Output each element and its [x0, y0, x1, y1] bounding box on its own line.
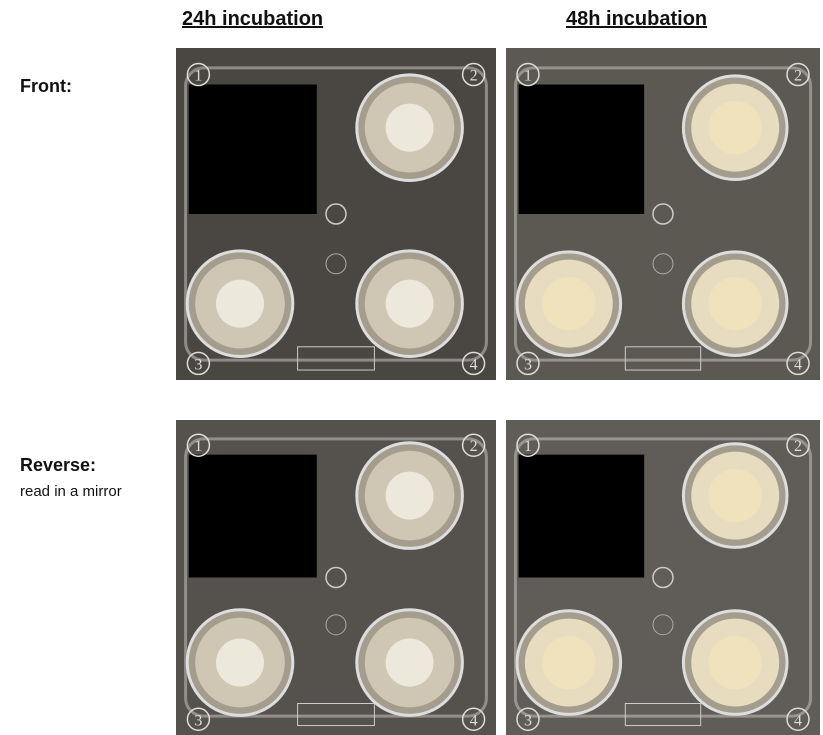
- colony: [216, 638, 264, 687]
- colony: [385, 471, 434, 520]
- small-port: [652, 253, 674, 275]
- well-number: 4: [470, 356, 478, 373]
- colony: [216, 279, 264, 328]
- well-number-ring: [786, 351, 810, 376]
- well-number-ring: [516, 433, 540, 457]
- small-port: [325, 253, 347, 275]
- well-number-ring: [186, 62, 211, 87]
- plate-frame: [184, 66, 488, 362]
- logo: [624, 703, 702, 727]
- well-number: 1: [524, 438, 532, 455]
- colony: [542, 276, 596, 331]
- colony: [385, 638, 434, 687]
- logo: [297, 346, 375, 371]
- well-number-ring: [461, 433, 486, 457]
- colony: [708, 468, 762, 523]
- colony: [708, 635, 762, 690]
- colony: [708, 100, 762, 155]
- well-number: 1: [194, 438, 202, 455]
- well-number-ring: [516, 62, 540, 87]
- well-number: 4: [470, 712, 478, 729]
- small-port: [325, 614, 347, 636]
- well-number: 2: [794, 68, 802, 85]
- plate-photo: 1 2 3 4: [176, 420, 496, 735]
- plate-frame: [513, 66, 813, 362]
- row-note: read in a mirror: [20, 483, 122, 500]
- center-port: [325, 566, 347, 589]
- well-number: 3: [524, 712, 532, 729]
- column-header: 48h incubation: [566, 8, 708, 30]
- well-number: 3: [194, 356, 202, 373]
- well-number-ring: [186, 433, 211, 457]
- colony: [542, 635, 596, 690]
- center-port: [325, 203, 347, 225]
- well-number-ring: [461, 707, 486, 731]
- colony: [708, 276, 762, 331]
- well-number: 2: [794, 438, 802, 455]
- well-number: 1: [194, 68, 202, 85]
- plate-photo: 1 2 3 4: [506, 420, 820, 735]
- well-number-ring: [461, 351, 486, 376]
- redaction: [518, 454, 645, 578]
- center-port: [652, 566, 674, 589]
- well-number-ring: [461, 62, 486, 87]
- plate-photo: 1 2 3 4: [506, 48, 820, 380]
- small-port: [652, 614, 674, 636]
- plate-photo: 1 2 3 4: [176, 48, 496, 380]
- well-number: 2: [470, 68, 478, 85]
- well-number: 2: [470, 438, 478, 455]
- colony: [385, 279, 434, 328]
- well-number: 1: [524, 68, 532, 85]
- logo: [297, 703, 375, 727]
- row-label: Reverse:: [20, 455, 97, 475]
- well-number-ring: [186, 707, 211, 731]
- plate-frame: [184, 437, 488, 718]
- well-number-ring: [186, 351, 211, 376]
- well-number: 4: [794, 356, 802, 373]
- well-number: 3: [194, 712, 202, 729]
- well-number-ring: [786, 707, 810, 731]
- well-number: 4: [794, 712, 802, 729]
- redaction: [188, 84, 317, 214]
- well-number-ring: [516, 707, 540, 731]
- redaction: [518, 84, 645, 214]
- well-number: 3: [524, 356, 532, 373]
- row-label: Front:: [20, 76, 72, 96]
- plate-frame: [513, 437, 813, 718]
- colony: [385, 103, 434, 152]
- well-number-ring: [516, 351, 540, 376]
- column-header: 24h incubation: [182, 8, 324, 30]
- logo: [624, 346, 702, 371]
- well-number-ring: [786, 433, 810, 457]
- well-number-ring: [786, 62, 810, 87]
- redaction: [188, 454, 317, 578]
- center-port: [652, 203, 674, 225]
